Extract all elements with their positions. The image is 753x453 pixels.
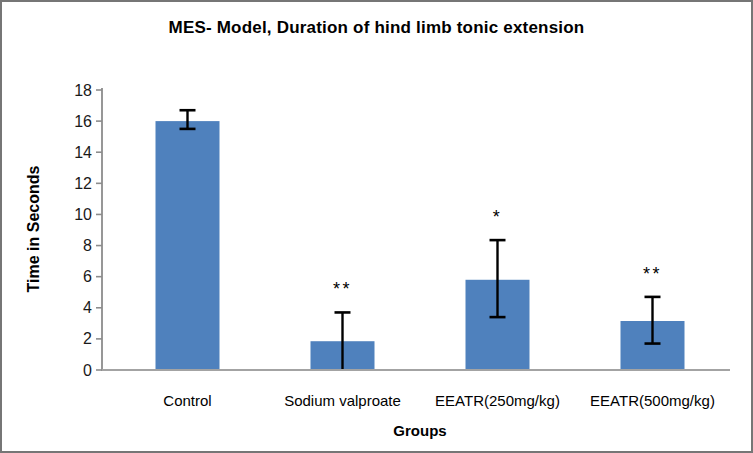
y-tick-label: 4 [83, 299, 92, 316]
y-tick-label: 14 [74, 144, 92, 161]
y-tick-label: 6 [83, 268, 92, 285]
y-tick-label: 12 [74, 175, 92, 192]
plot-area: Control ** Sodium valproate * EEATR(250mg/kg… [2, 2, 751, 451]
significance-label: * [493, 207, 503, 227]
y-tick-label: 0 [83, 362, 92, 379]
x-tick-label: Sodium valproate [284, 392, 401, 409]
significance-label: ** [333, 279, 352, 299]
x-tick-label: EEATR(500mg/kg) [590, 392, 715, 409]
x-axis-title: Groups [320, 422, 520, 439]
y-tick-label: 18 [74, 82, 92, 99]
bar-1 [156, 121, 220, 370]
chart-figure: MES- Model, Duration of hind limb tonic … [0, 0, 753, 453]
y-tick-label: 2 [83, 330, 92, 347]
y-tick-label: 16 [74, 113, 92, 130]
y-tick-label: 10 [74, 206, 92, 223]
x-tick-label: EEATR(250mg/kg) [435, 392, 560, 409]
y-tick-label: 8 [83, 237, 92, 254]
significance-label: ** [643, 264, 662, 284]
x-tick-label: Control [163, 392, 211, 409]
